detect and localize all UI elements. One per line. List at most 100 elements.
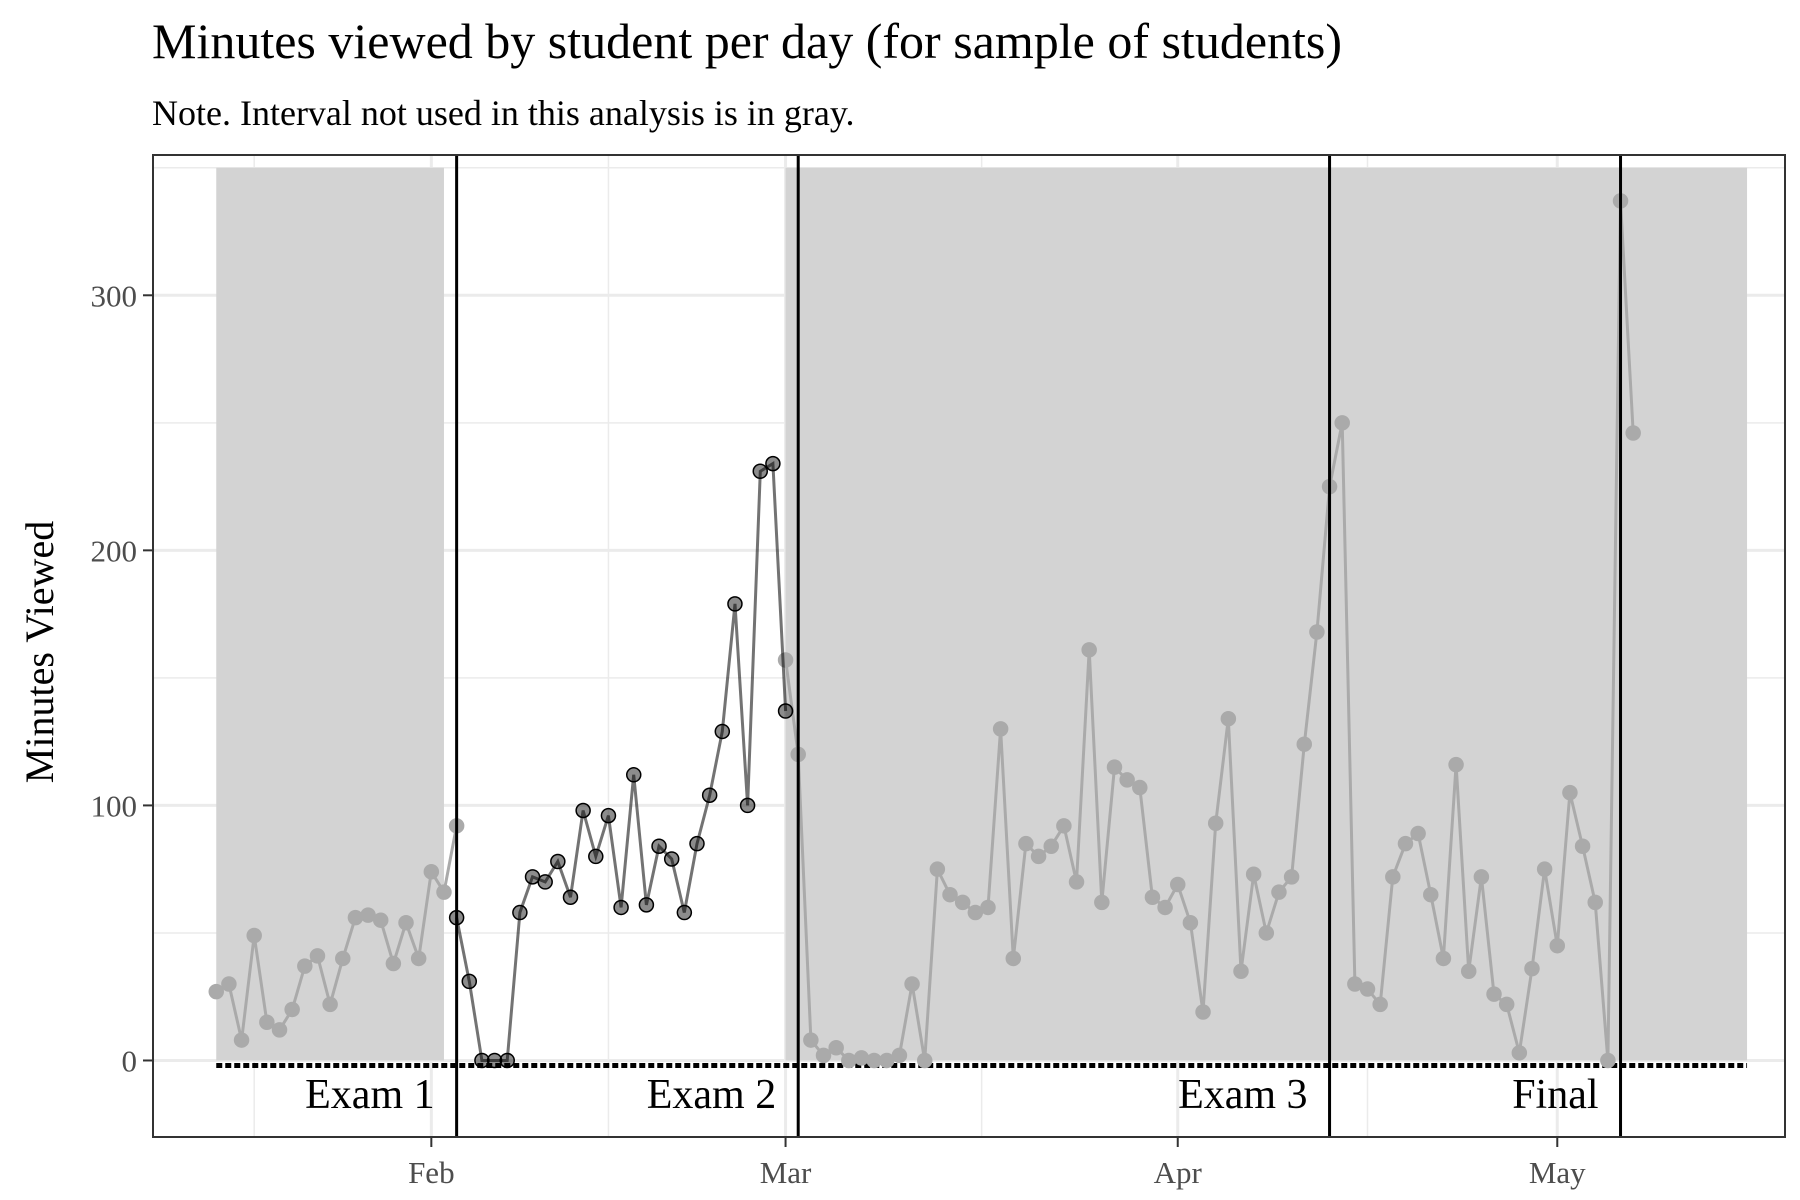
data-point (410, 950, 427, 967)
data-point (853, 1050, 870, 1066)
data-point (1435, 950, 1452, 967)
data-point (701, 787, 718, 803)
data-point (1511, 1045, 1528, 1061)
data-point (423, 863, 440, 880)
data-point (486, 1052, 503, 1069)
data-point (689, 835, 705, 852)
data-point (1625, 425, 1641, 441)
data-point (1271, 884, 1287, 900)
gray-interval-band (785, 167, 1748, 1061)
data-point (1018, 835, 1034, 852)
data-point (739, 797, 756, 814)
exam-label: Exam 2 (647, 1072, 776, 1118)
data-point (588, 848, 604, 865)
data-point (385, 955, 402, 972)
data-point (777, 703, 794, 719)
data-point (512, 904, 528, 921)
data-point (803, 1032, 819, 1048)
data-point (1157, 899, 1173, 916)
data-point (1334, 415, 1350, 431)
data-point (638, 897, 655, 913)
y-tick-label: 300 (91, 278, 138, 313)
data-point (562, 889, 579, 905)
data-point (879, 1052, 895, 1069)
data-point (980, 899, 996, 916)
data-point (1005, 950, 1022, 967)
data-point (297, 958, 313, 974)
data-point (1562, 784, 1578, 801)
data-point (613, 899, 629, 916)
data-point (335, 950, 351, 967)
data-point (815, 1047, 832, 1064)
data-point (1524, 960, 1540, 977)
data-point (967, 904, 984, 921)
data-point (537, 874, 553, 890)
data-point (499, 1052, 515, 1069)
data-point (1296, 736, 1313, 752)
data-point (992, 721, 1009, 737)
data-point (1056, 818, 1072, 834)
data-point (1182, 914, 1199, 931)
y-axis-label: Minutes Viewed (17, 521, 62, 783)
data-point (625, 767, 642, 783)
exam-label: Exam 3 (1178, 1072, 1307, 1118)
data-point (246, 927, 262, 944)
data-point (474, 1052, 490, 1069)
data-point (676, 904, 693, 921)
data-point (765, 455, 781, 472)
x-tick-label: Apr (1154, 1155, 1203, 1190)
data-point (891, 1047, 908, 1064)
data-point (347, 909, 364, 926)
plot-panel-border (152, 154, 1786, 1138)
data-point (1043, 838, 1059, 854)
data-point (663, 851, 680, 867)
series-line (455, 461, 788, 1062)
data-point (1144, 889, 1161, 905)
data-point (309, 948, 326, 964)
data-point (1536, 861, 1553, 877)
data-point (841, 1052, 857, 1069)
data-point (1574, 838, 1591, 854)
data-point (1397, 835, 1414, 852)
y-tick-label: 200 (91, 533, 138, 568)
exam-markers: Exam 1 Exam 2 Exam 3 Final (305, 155, 1623, 1137)
data-point (398, 914, 414, 931)
chart-subtitle: Note. Interval not used in this analysis… (152, 93, 855, 133)
data-point (461, 973, 478, 990)
data-point (221, 976, 237, 992)
data-point (524, 869, 541, 885)
data-point (1245, 866, 1262, 883)
data-point (1132, 779, 1148, 796)
gray-interval-band (216, 167, 444, 1061)
data-point (1410, 825, 1426, 842)
data-point (1372, 996, 1388, 1013)
data-point (752, 463, 769, 480)
data-point (575, 802, 591, 819)
data-point (727, 596, 743, 612)
data-point (1549, 937, 1566, 954)
data-point (1195, 1004, 1211, 1020)
data-point (600, 807, 617, 824)
data-point (1094, 894, 1110, 911)
data-point (1068, 874, 1085, 890)
data-point (1423, 886, 1439, 903)
x-tick-label: Feb (408, 1155, 455, 1190)
data-point (1460, 963, 1477, 979)
data-point (1283, 869, 1300, 885)
excluded-series (208, 193, 1748, 1069)
data-point (1207, 815, 1224, 832)
y-tick-label: 100 (91, 788, 138, 823)
data-point (777, 652, 794, 668)
data-point (322, 996, 338, 1013)
exam-label: Exam 1 (305, 1072, 434, 1118)
data-point (916, 1052, 933, 1069)
chart-title: Minutes viewed by student per day (for s… (152, 13, 1342, 69)
data-point (651, 838, 667, 854)
data-point (1473, 869, 1490, 885)
data-point (929, 861, 946, 877)
exam-label: Final (1512, 1072, 1598, 1118)
data-point (271, 1022, 288, 1038)
data-point (372, 912, 389, 928)
gray-intervals (216, 167, 1748, 1061)
